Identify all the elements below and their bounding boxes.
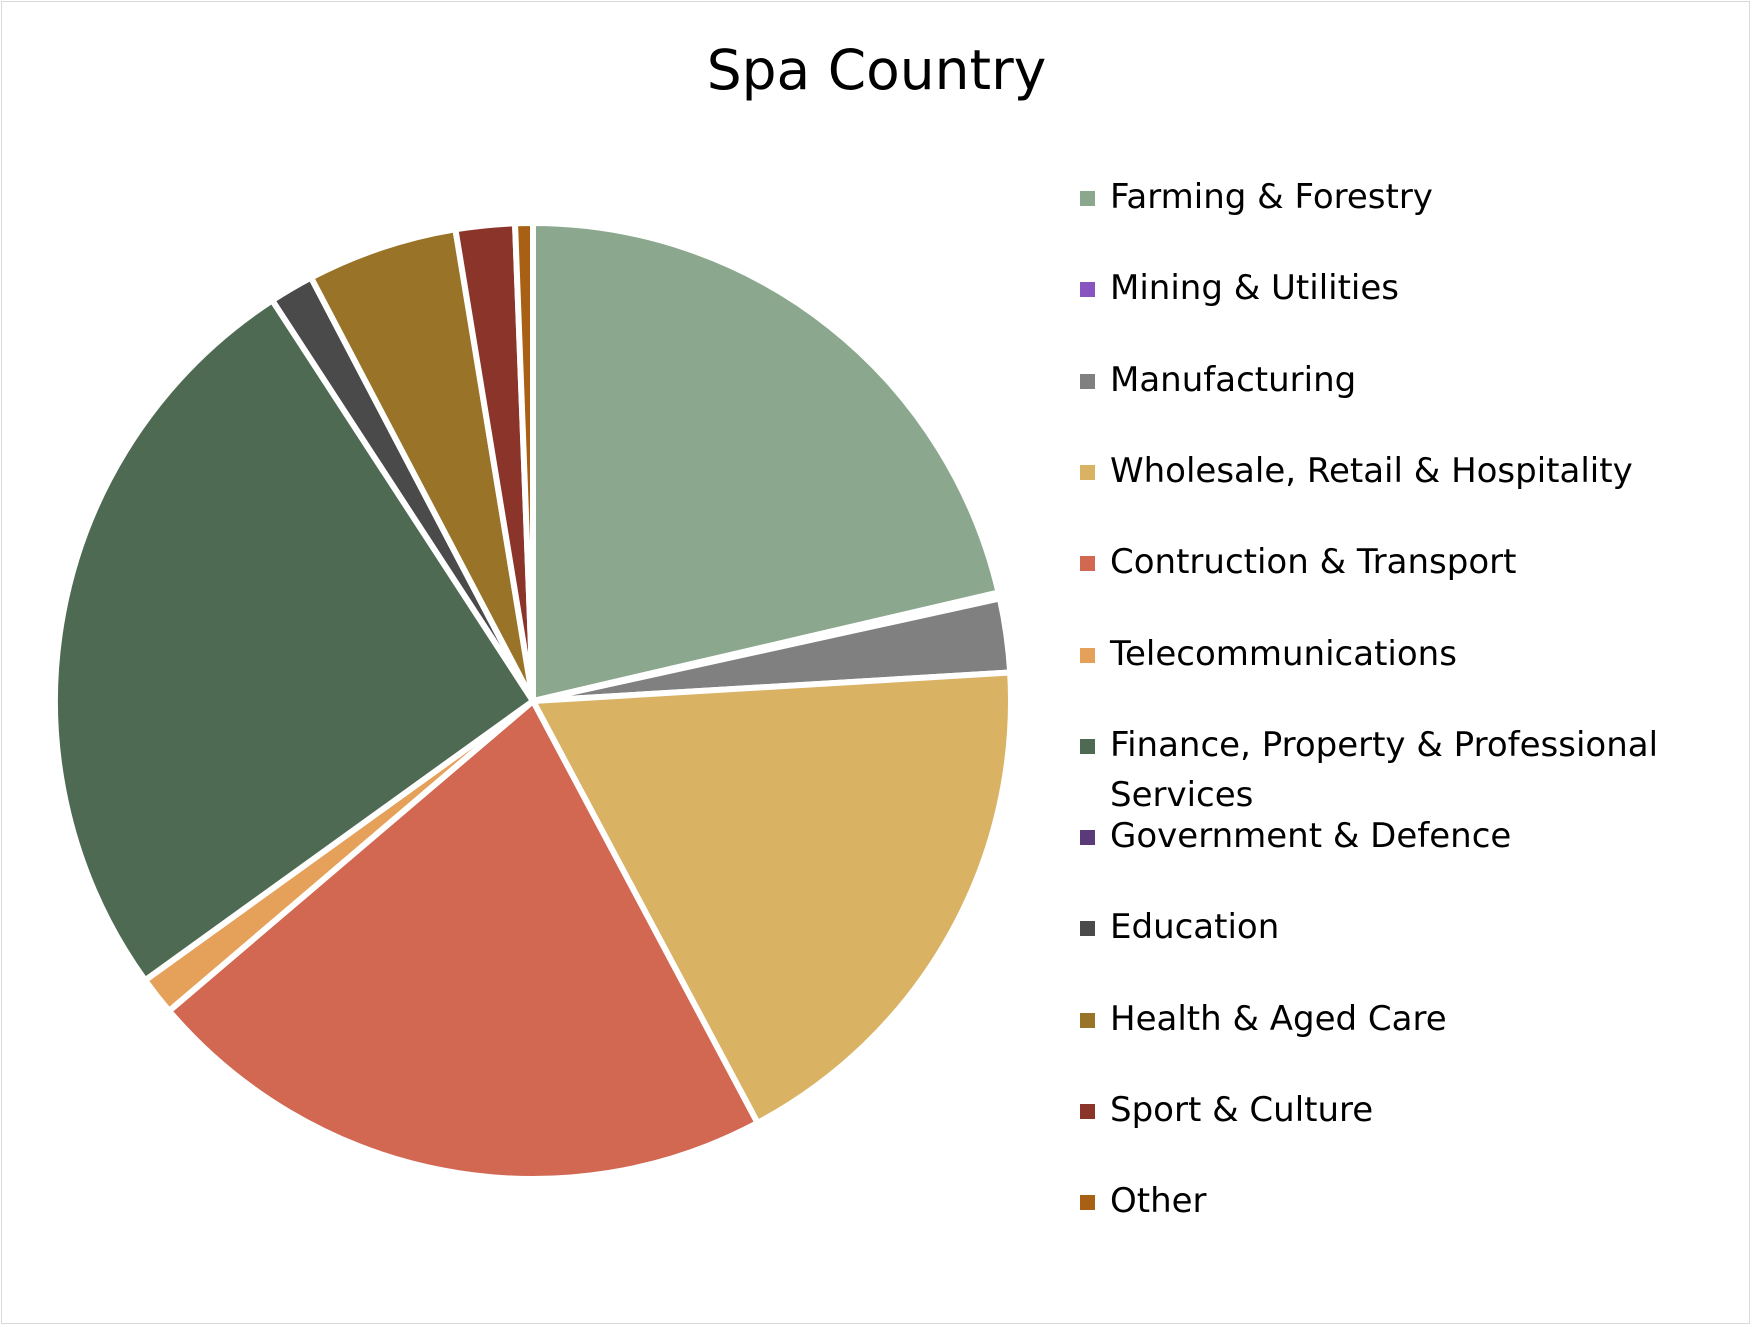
- legend-swatch: [1080, 921, 1095, 937]
- legend-label: Finance, Property & Professional Service…: [1110, 724, 1659, 815]
- legend-label: Farming & Forestry: [1110, 177, 1433, 217]
- legend-item-other: Other: [1080, 1176, 1690, 1226]
- legend-label: Wholesale, Retail & Hospitality: [1110, 450, 1633, 491]
- legend-swatch: [1080, 1104, 1095, 1119]
- legend-swatch: [1080, 830, 1095, 846]
- legend-swatch: [1080, 1012, 1095, 1028]
- legend-swatch: [1080, 647, 1095, 663]
- legend-item-education: Education: [1080, 902, 1690, 952]
- legend-label: Other: [1110, 1181, 1207, 1222]
- legend-label: Manufacturing: [1110, 359, 1357, 400]
- legend-label: Government & Defence: [1110, 816, 1512, 857]
- legend-swatch: [1080, 738, 1095, 754]
- legend-label: Mining & Utilities: [1110, 268, 1399, 309]
- legend-item-telecommunications: Telecommunications: [1080, 629, 1690, 679]
- legend-item-wholesale-retail-hospitality: Wholesale, Retail & Hospitality: [1080, 446, 1690, 496]
- pie-slice-other: [512, 220, 536, 704]
- legend-label: Sport & Culture: [1110, 1090, 1374, 1130]
- chart-title: Spa Country: [706, 38, 1047, 102]
- legend-swatch: [1080, 191, 1095, 206]
- legend-item-sport-culture: Sport & Culture: [1080, 1085, 1690, 1135]
- legend-label: Education: [1110, 907, 1280, 948]
- legend-swatch: [1080, 556, 1095, 572]
- legend-item-contruction-transport: Contruction & Transport: [1080, 537, 1690, 587]
- pie-slice-contruction-transport: [166, 698, 761, 1183]
- legend-item-farming-forestry: Farming & Forestry: [1080, 172, 1690, 222]
- legend-item-manufacturing: Manufacturing: [1080, 355, 1690, 405]
- legend-swatch: [1080, 1195, 1095, 1211]
- legend-item-health-aged-care: Health & Aged Care: [1080, 994, 1690, 1044]
- legend-label: Contruction & Transport: [1110, 542, 1517, 583]
- legend-item-mining-utilities: Mining & Utilities: [1080, 263, 1690, 313]
- legend-item-finance-property-professional-services: Finance, Property & Professional Service…: [1080, 720, 1690, 820]
- legend-label: Health & Aged Care: [1110, 998, 1447, 1039]
- legend-swatch: [1080, 464, 1095, 480]
- pie-slice-farming-forestry: [530, 220, 1002, 704]
- legend-label: Telecommunications: [1110, 633, 1457, 674]
- legend-item-government-defence: Government & Defence: [1080, 811, 1690, 861]
- pie-slice-wholesale-retail-hospitality: [530, 669, 1014, 1126]
- legend-swatch: [1080, 282, 1095, 298]
- legend-swatch: [1080, 373, 1095, 389]
- pie-slice-finance-property-professional-services: [52, 297, 536, 984]
